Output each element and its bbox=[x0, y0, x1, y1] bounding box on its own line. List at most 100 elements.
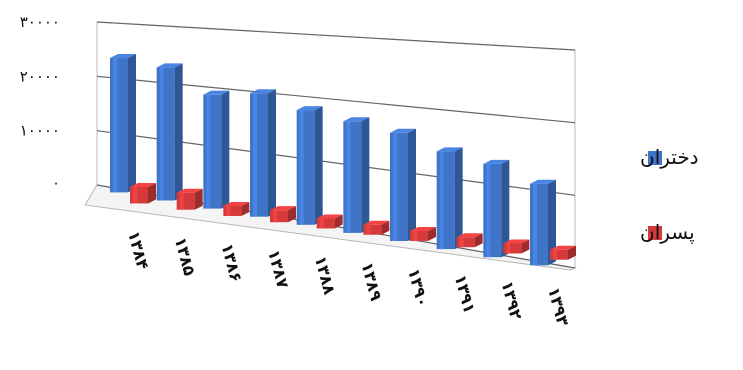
bar-red-highlight bbox=[366, 224, 371, 235]
bar-blue-top bbox=[296, 106, 323, 111]
bar-blue-side bbox=[548, 179, 556, 266]
bar-blue-top bbox=[343, 117, 370, 122]
bar-blue bbox=[343, 117, 370, 233]
bar-red-side bbox=[241, 201, 250, 216]
bar-blue-side bbox=[454, 147, 463, 250]
bar-blue-top bbox=[156, 63, 183, 68]
bar-red-front bbox=[176, 192, 195, 210]
bar-red bbox=[363, 220, 390, 235]
bar-red-front bbox=[550, 249, 568, 260]
bar-red-front bbox=[410, 230, 428, 241]
x-category-label: ۱۳۹۰ bbox=[404, 266, 432, 309]
bars bbox=[110, 54, 576, 266]
bar-red-highlight bbox=[506, 243, 511, 254]
bar-red bbox=[550, 245, 576, 260]
bar-blue bbox=[110, 54, 136, 193]
bar-blue bbox=[156, 63, 183, 201]
bar-blue-front bbox=[296, 110, 315, 225]
bar-red-side bbox=[474, 233, 483, 248]
legend-swatch bbox=[648, 151, 662, 165]
x-category-label: ۱۳۸۶ bbox=[217, 241, 245, 284]
bar-red-top bbox=[223, 201, 250, 206]
bar-blue-highlight bbox=[299, 110, 304, 225]
x-category-label: ۱۳۸۴ bbox=[124, 229, 153, 272]
bar-blue-front bbox=[250, 93, 268, 217]
bar-red-front bbox=[223, 205, 242, 216]
bar-blue-highlight bbox=[113, 58, 117, 193]
bar-red-front bbox=[363, 224, 382, 235]
bar-red-side bbox=[288, 206, 296, 223]
bar-red-side bbox=[428, 226, 436, 241]
bar-red-top bbox=[503, 239, 530, 244]
bar-red-front bbox=[456, 237, 475, 248]
bar-blue-side bbox=[221, 90, 230, 209]
bar-red-side bbox=[381, 220, 390, 235]
bar-blue-side bbox=[128, 54, 136, 193]
bar-blue-side bbox=[501, 159, 510, 258]
bar-blue-highlight bbox=[393, 132, 397, 242]
bar-blue-highlight bbox=[533, 183, 537, 266]
bar-red-top bbox=[130, 182, 156, 187]
bar-red bbox=[130, 182, 156, 204]
bar-red-highlight bbox=[319, 218, 324, 229]
bar-blue bbox=[483, 159, 510, 258]
bar-red-side bbox=[568, 245, 576, 260]
bar-blue-front bbox=[156, 67, 175, 201]
bar-red-top bbox=[316, 214, 343, 219]
bar-red bbox=[270, 206, 296, 223]
bar-red bbox=[316, 214, 343, 229]
bar-blue-front bbox=[436, 151, 455, 250]
x-category-label: ۱۳۸۵ bbox=[171, 235, 200, 278]
bar-blue-front bbox=[203, 94, 222, 209]
bar-blue-top bbox=[483, 159, 510, 164]
legend-swatch bbox=[648, 226, 662, 240]
bar-blue-top bbox=[250, 89, 276, 94]
bar-red bbox=[503, 239, 530, 254]
bar-red-top bbox=[363, 220, 390, 225]
bar-red-highlight bbox=[226, 205, 231, 216]
bar-blue-highlight bbox=[159, 67, 164, 201]
bar-blue-front bbox=[110, 58, 128, 193]
bar-blue-top bbox=[436, 147, 463, 152]
bar-red-highlight bbox=[553, 249, 557, 260]
bar-blue-top bbox=[203, 90, 230, 95]
bar-red bbox=[176, 188, 203, 210]
bar-blue-front bbox=[343, 121, 362, 233]
bar-red-front bbox=[270, 210, 288, 223]
bar-red-top bbox=[270, 206, 296, 211]
bar-red bbox=[456, 233, 483, 248]
y-axis-ticks: ۰ ۱۰۰۰۰ ۲۰۰۰۰ ۳۰۰۰۰ bbox=[20, 13, 60, 192]
bar-red-side bbox=[334, 214, 343, 229]
legend-label: پسران bbox=[640, 220, 695, 245]
bar-red-front bbox=[130, 186, 148, 204]
bar-blue-highlight bbox=[253, 93, 257, 217]
bar-red bbox=[223, 201, 250, 216]
bar-red-highlight bbox=[179, 192, 184, 210]
bar-blue bbox=[203, 90, 230, 209]
legend-label: دختران bbox=[640, 145, 699, 169]
bar-red-side bbox=[521, 239, 530, 254]
x-category-label: ۱۳۹۳ bbox=[544, 285, 573, 328]
bar-blue-front bbox=[390, 132, 408, 242]
y-tick-label: ۳۰۰۰۰ bbox=[20, 13, 60, 31]
x-category-label: ۱۳۸۸ bbox=[311, 254, 340, 297]
x-category-label: ۱۳۸۹ bbox=[357, 260, 386, 303]
bar-red-highlight bbox=[413, 230, 417, 241]
bar-blue-side bbox=[174, 63, 183, 201]
bar-blue-side bbox=[408, 128, 416, 242]
bar-red-top bbox=[550, 245, 576, 250]
bar-blue-highlight bbox=[346, 121, 351, 233]
legend: دختران پسران bbox=[640, 145, 699, 245]
bar-red-top bbox=[176, 188, 203, 193]
bar-red-front bbox=[316, 218, 335, 229]
bar-blue-side bbox=[268, 89, 276, 217]
bar-blue-top bbox=[390, 128, 416, 133]
bar-blue bbox=[250, 89, 276, 217]
bar-blue-highlight bbox=[206, 94, 211, 209]
x-category-label: ۱۳۹۱ bbox=[451, 273, 479, 316]
bar-blue-top bbox=[530, 179, 556, 184]
y-tick-label: ۰ bbox=[52, 174, 60, 192]
gridline bbox=[96, 21, 576, 51]
